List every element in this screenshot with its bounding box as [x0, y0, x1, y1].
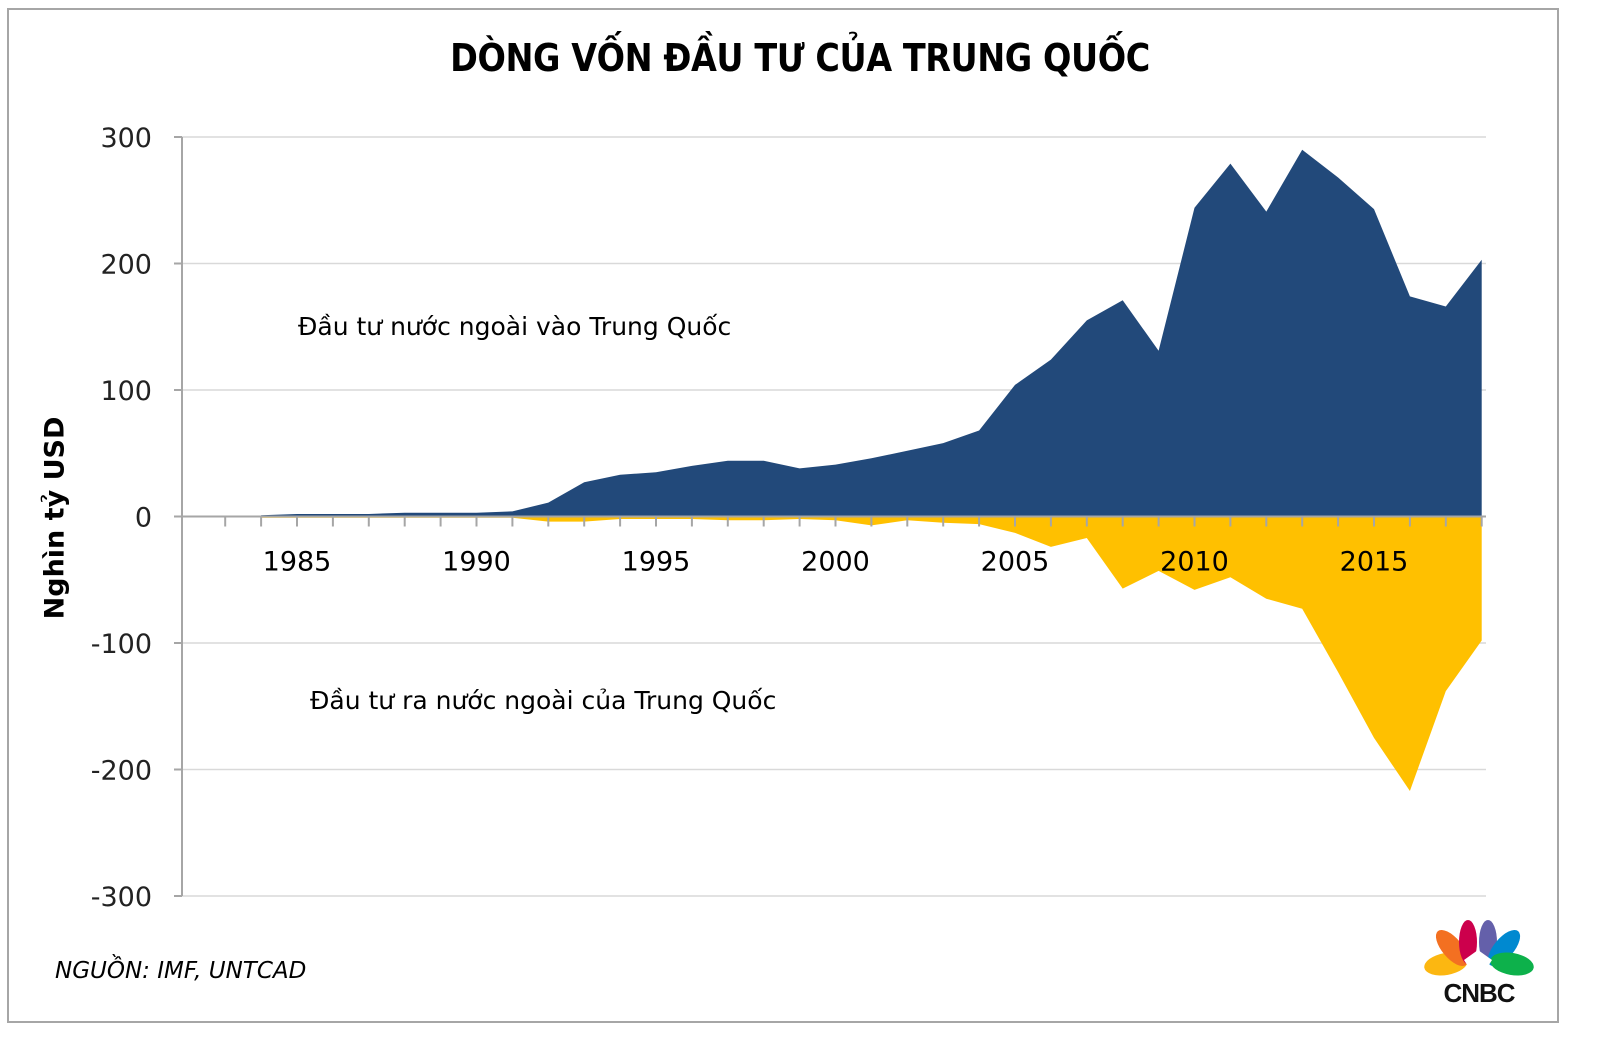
y-tick-label: -200 [91, 756, 152, 787]
outflow-area [261, 516, 1482, 791]
cnbc-wordmark: CNBC [1443, 978, 1515, 1008]
x-tick-label: 2005 [981, 547, 1050, 578]
x-tick-label: 2000 [801, 547, 870, 578]
source-note: NGUỒN: IMF, UNTCAD [55, 958, 307, 984]
inflow-annotation: Đầu tư nước ngoài vào Trung Quốc [298, 312, 732, 341]
x-tick-label: 1990 [442, 547, 511, 578]
y-tick-label: -100 [91, 629, 152, 660]
y-tick-label: 0 [135, 503, 152, 534]
x-tick-label: 1985 [263, 547, 332, 578]
x-tick-label: 2010 [1160, 547, 1229, 578]
y-tick-label: 300 [100, 123, 152, 154]
x-tick-label: 1995 [622, 547, 691, 578]
y-axis-label: Nghìn tỷ USD [39, 416, 71, 620]
chart-title: DÒNG VỐN ĐẦU TƯ CỦA TRUNG QUỐC [450, 36, 1150, 80]
x-tick-label: 2015 [1340, 547, 1409, 578]
cnbc-logo: CNBC [1424, 920, 1534, 1010]
outflow-annotation: Đầu tư ra nước ngoài của Trung Quốc [310, 686, 777, 715]
inflow-area [261, 149, 1482, 517]
cnbc-peacock-icon [1424, 920, 1534, 982]
y-tick-label: 100 [100, 376, 152, 407]
y-tick-label: 200 [100, 250, 152, 281]
y-tick-label: -300 [91, 882, 152, 913]
